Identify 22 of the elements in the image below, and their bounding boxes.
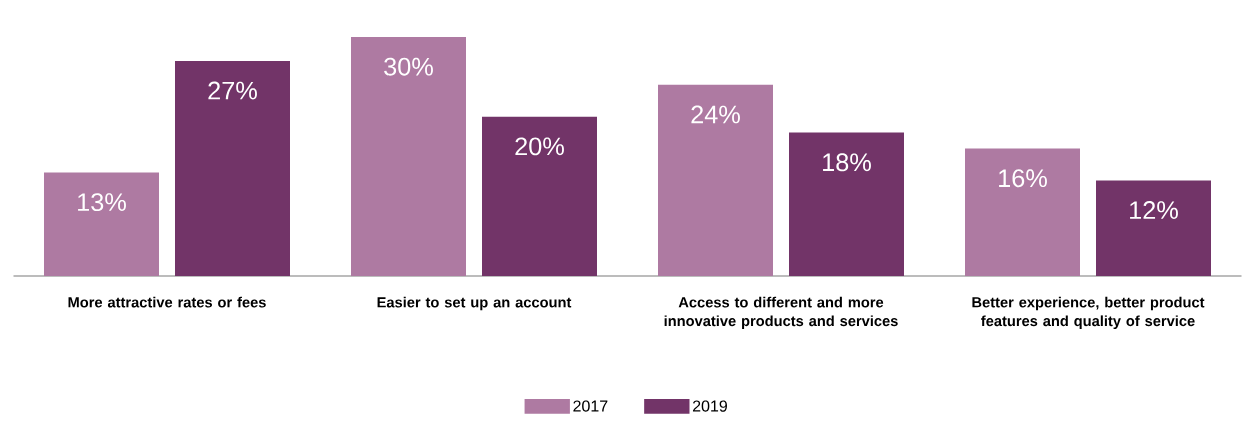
legend-label: 2017	[573, 400, 608, 412]
data-label: 24%	[691, 105, 740, 124]
bar	[965, 148, 1080, 276]
data-label: 27%	[208, 81, 257, 100]
bar	[44, 172, 159, 276]
legend-label: 2019	[692, 400, 727, 412]
bar	[482, 116, 597, 276]
bar	[789, 132, 904, 276]
bar	[175, 60, 290, 276]
data-label: 12%	[1130, 201, 1178, 219]
bar	[1096, 180, 1211, 276]
x-tick-label: Easier to set up an account	[377, 296, 572, 311]
data-label: 13%	[78, 193, 126, 212]
data-label: 20%	[515, 137, 564, 156]
data-label: 30%	[384, 57, 433, 76]
x-tick-label: Better experience, better product features and quality of service	[972, 296, 1205, 330]
bar	[351, 37, 466, 276]
x-tick-label: Access to different and more innovative products and services	[664, 296, 898, 330]
bar	[658, 84, 773, 276]
data-label: 18%	[823, 153, 871, 172]
data-label: 16%	[999, 169, 1047, 188]
x-tick-label: More attractive rates or fees	[68, 296, 266, 308]
